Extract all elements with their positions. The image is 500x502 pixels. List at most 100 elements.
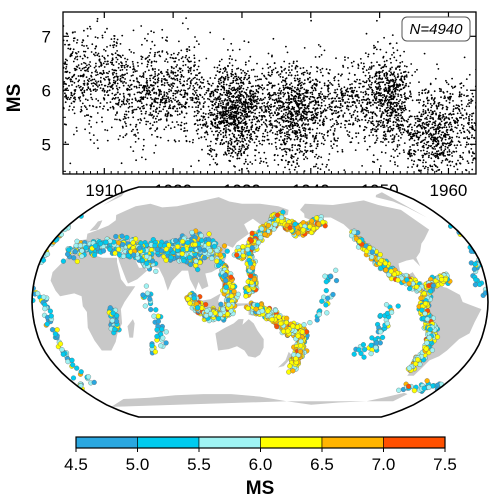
scatter-point	[371, 122, 374, 125]
scatter-point	[121, 34, 124, 37]
scatter-point	[146, 84, 149, 86]
scatter-point	[423, 52, 426, 55]
scatter-point	[129, 79, 132, 82]
scatter-point	[282, 88, 285, 91]
scatter-point	[84, 62, 87, 65]
scatter-point	[213, 113, 216, 116]
scatter-point	[185, 122, 188, 125]
scatter-point	[450, 152, 453, 154]
scatter-point	[239, 136, 241, 139]
scatter-point	[458, 105, 461, 108]
scatter-point	[189, 96, 192, 99]
scatter-point	[340, 92, 343, 94]
scatter-point	[219, 117, 222, 120]
scatter-point	[444, 155, 446, 157]
scatter-point	[468, 137, 471, 140]
scatter-point	[266, 134, 269, 137]
scatter-point	[153, 55, 156, 58]
scatter-point	[322, 137, 325, 140]
scatter-point	[238, 102, 241, 104]
scatter-point	[333, 123, 336, 125]
scatter-point	[164, 79, 167, 81]
scatter-point	[373, 161, 376, 164]
scatter-point	[89, 28, 92, 30]
scatter-point	[380, 102, 382, 104]
scatter-point	[99, 61, 102, 64]
scatter-point	[219, 142, 222, 144]
scatter-point	[390, 92, 393, 94]
scatter-point	[223, 153, 225, 156]
scatter-point	[381, 94, 384, 96]
scatter-point	[344, 101, 346, 104]
scatter-point	[438, 129, 441, 132]
scatter-point	[275, 119, 278, 122]
scatter-point	[400, 94, 403, 96]
scatter-point	[260, 78, 262, 81]
scatter-point	[425, 143, 428, 146]
scatter-point	[76, 39, 79, 41]
scatter-point	[170, 53, 173, 56]
scatter-point	[348, 95, 351, 97]
scatter-point	[184, 107, 187, 109]
scatter-point	[428, 133, 430, 136]
scatter-point	[159, 100, 162, 103]
scatter-point	[305, 89, 308, 92]
scatter-point	[345, 107, 348, 110]
scatter-point	[180, 121, 183, 124]
scatter-point	[434, 137, 437, 140]
scatter-point	[288, 129, 290, 131]
scatter-point	[304, 134, 307, 137]
scatter-point	[286, 51, 289, 54]
scatter-point	[458, 108, 461, 111]
scatter-point	[215, 74, 217, 77]
scatter-point	[300, 99, 303, 101]
scatter-point	[255, 79, 257, 82]
scatter-point	[387, 84, 390, 87]
scatter-point	[256, 95, 259, 98]
scatter-point	[267, 106, 270, 109]
scatter-point	[215, 114, 218, 117]
scatter-point	[161, 51, 164, 53]
scatter-point	[297, 88, 300, 91]
scatter-point	[356, 99, 359, 102]
scatter-point	[327, 87, 330, 90]
scatter-point	[193, 57, 196, 60]
scatter-point	[86, 56, 89, 59]
scatter-point	[383, 60, 386, 63]
scatter-point	[255, 149, 257, 152]
scatter-point	[401, 80, 404, 83]
scatter-point	[83, 89, 86, 92]
scatter-point	[288, 137, 291, 140]
scatter-point	[225, 136, 228, 139]
scatter-point	[98, 65, 101, 68]
scatter-point	[393, 81, 396, 84]
scatter-point	[400, 137, 402, 139]
scatter-point	[218, 71, 221, 74]
scatter-point	[285, 45, 287, 48]
scatter-point	[308, 110, 311, 113]
scatter-point	[401, 83, 404, 86]
scatter-point	[102, 62, 105, 65]
scatter-point	[232, 79, 235, 82]
scatter-point	[333, 91, 336, 94]
scatter-point	[191, 99, 194, 102]
scatter-point	[321, 163, 324, 166]
scatter-point	[405, 76, 408, 78]
scatter-point	[171, 87, 173, 89]
scatter-point	[290, 89, 293, 92]
scatter-point	[305, 141, 308, 144]
scatter-point	[212, 82, 214, 85]
scatter-point	[397, 73, 399, 75]
scatter-point	[413, 130, 416, 132]
scatter-point	[400, 96, 403, 98]
scatter-point	[457, 124, 459, 127]
scatter-point	[109, 101, 112, 103]
scatter-point	[366, 121, 369, 124]
scatter-point	[271, 126, 274, 129]
scatter-point	[413, 124, 416, 127]
scatter-point	[95, 62, 97, 65]
scatter-point	[250, 112, 253, 114]
scatter-point	[193, 110, 196, 113]
scatter-point	[111, 59, 113, 62]
scatter-point	[106, 129, 109, 132]
